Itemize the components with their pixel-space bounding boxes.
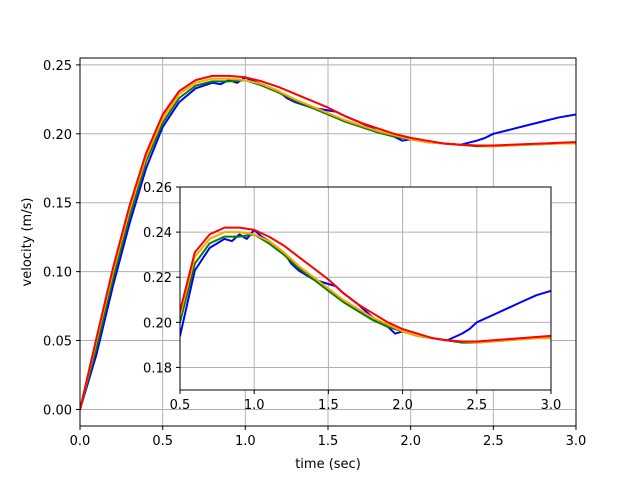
- main-series-group: [80, 74, 576, 411]
- main-y-ticks: 0.00 0.05 0.10 0.15 0.20 0.25: [43, 59, 80, 418]
- inset-x-tick-label: 1.5: [318, 398, 339, 413]
- inset-y-tick-label: 0.20: [143, 316, 172, 331]
- main-x-tick-label: 2.5: [483, 434, 504, 449]
- x-axis-title: time (sec): [295, 457, 361, 472]
- inset-frame: [179, 186, 552, 391]
- main-y-tick-label: 0.10: [43, 266, 72, 281]
- inset-series-red-line: [180, 226, 551, 343]
- inset-x-tick-label: 2.5: [466, 398, 487, 413]
- main-x-tick-label: 2.0: [400, 434, 421, 449]
- inset-y-tick-label: 0.22: [143, 271, 172, 286]
- y-axis-title: velocity (m/s): [20, 198, 35, 287]
- main-y-tick-label: 0.00: [43, 403, 72, 418]
- main-y-tick-label: 0.15: [43, 197, 72, 212]
- inset-x-tick-label: 1.0: [244, 398, 265, 413]
- main-series-red-line: [80, 74, 576, 411]
- main-x-tick-label: 0.5: [152, 434, 173, 449]
- inset-x-tick-label: 0.5: [170, 398, 191, 413]
- inset-series-orange-line: [180, 231, 551, 344]
- inset-y-ticks: 0.18 0.20 0.22 0.24 0.26: [143, 181, 180, 376]
- inset-y-tick-label: 0.18: [143, 361, 172, 376]
- inset-x-tick-label: 2.0: [392, 398, 413, 413]
- main-x-tick-label: 1.0: [235, 434, 256, 449]
- inset-x-tick-label: 3.0: [541, 398, 562, 413]
- inset-plot-area: [180, 187, 551, 390]
- main-x-tick-label: 1.5: [318, 434, 339, 449]
- inset-y-tick-label: 0.24: [143, 226, 172, 241]
- inset-series-group: [180, 226, 551, 344]
- main-y-tick-label: 0.05: [43, 335, 72, 350]
- inset-axes: 0.5 1.0 1.5 2.0 2.5 3.0 0.18 0.20 0.22 0.24 0.26: [143, 181, 561, 413]
- inset-y-tick-label: 0.26: [143, 181, 172, 196]
- main-x-tick-label: 3.0: [566, 434, 587, 449]
- main-x-tick-label: 0.0: [70, 434, 91, 449]
- main-y-tick-label: 0.20: [43, 128, 72, 143]
- main-x-ticks: 0.0 0.5 1.0 1.5 2.0 2.5 3.0: [70, 426, 587, 449]
- inset-x-ticks: 0.5 1.0 1.5 2.0 2.5 3.0: [170, 390, 562, 413]
- main-y-tick-label: 0.25: [43, 59, 72, 74]
